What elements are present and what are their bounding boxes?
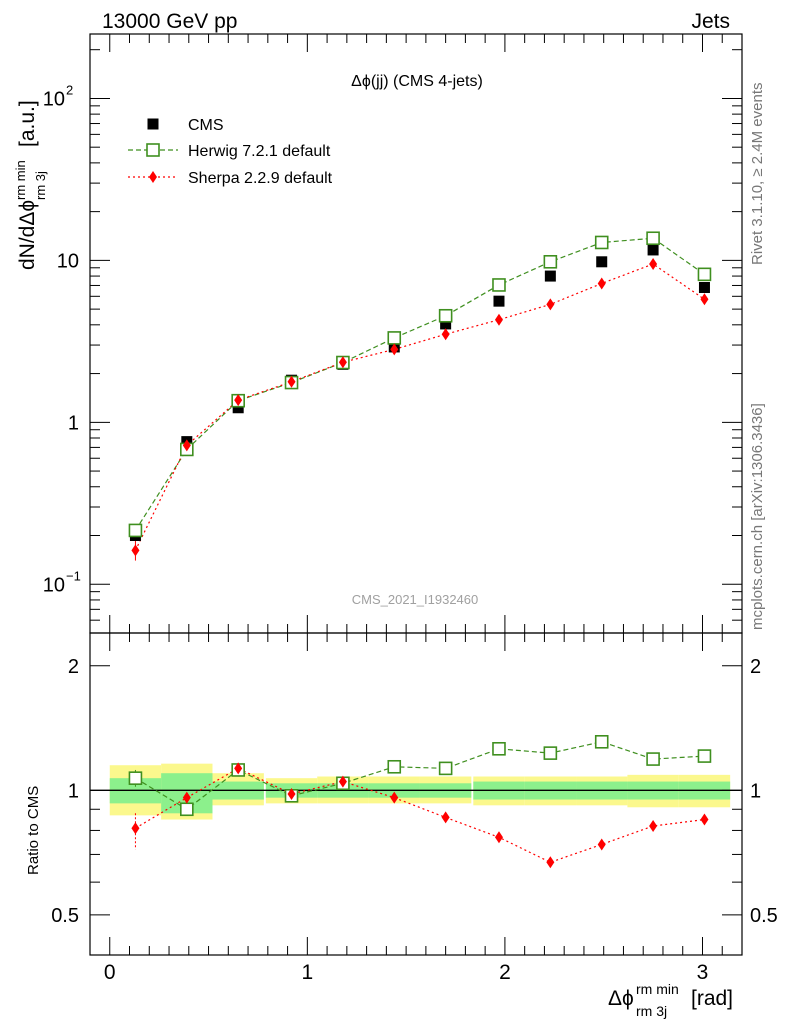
ratio-herwig-point bbox=[128, 771, 143, 785]
sherpa-point bbox=[494, 313, 503, 326]
plot-title: Δϕ(jj) (CMS 4-jets) bbox=[351, 73, 483, 90]
xlabel: Δϕ rm min rm 3j [rad] bbox=[608, 981, 733, 1019]
sherpa-point bbox=[287, 375, 296, 388]
main-ylabel-unit: [a.u.] bbox=[16, 100, 39, 147]
legend: CMS Herwig 7.2.1 default Sherpa 2.2.9 defa… bbox=[128, 117, 333, 187]
sherpa-line bbox=[134, 263, 705, 551]
ratio-sherpa-point bbox=[131, 822, 140, 835]
ratio-sherpa-point bbox=[597, 838, 606, 851]
legend-label-cms: CMS bbox=[188, 117, 224, 134]
x-tick-label: 2 bbox=[499, 961, 511, 984]
sherpa-point bbox=[338, 356, 347, 369]
herwig-point bbox=[543, 254, 558, 269]
source-label: mcplots.cern.ch [arXiv:1306.3436] bbox=[749, 403, 766, 630]
sherpa-point bbox=[131, 544, 140, 557]
analysis-id: CMS_2021_I1932460 bbox=[352, 592, 479, 607]
sherpa-point bbox=[390, 343, 399, 356]
herwig-line bbox=[134, 237, 705, 531]
main-plot-area bbox=[128, 231, 712, 561]
cms-point bbox=[596, 256, 608, 268]
ratio-herwig-point bbox=[594, 735, 609, 749]
xlabel-text: Δϕ bbox=[608, 987, 634, 1010]
sherpa-point bbox=[546, 298, 555, 311]
sherpa-point bbox=[700, 293, 709, 306]
herwig-point bbox=[697, 267, 712, 282]
herwig-point bbox=[438, 308, 453, 323]
ratio-sherpa-point bbox=[338, 775, 347, 788]
ratio-sherpa-point bbox=[287, 787, 296, 800]
ratio-sherpa-point bbox=[390, 791, 399, 804]
ratio-y-tick-label-right: 0.5 bbox=[750, 905, 778, 927]
ratio-sherpa-point bbox=[441, 811, 450, 824]
ratio-herwig-point bbox=[543, 746, 558, 760]
sherpa-point bbox=[441, 328, 450, 341]
y-tick-label: 10 bbox=[43, 574, 65, 596]
x-tick-label: 0 bbox=[104, 961, 116, 984]
ratio-sherpa-point bbox=[494, 831, 503, 844]
sherpa-point bbox=[649, 257, 658, 270]
ratio-sherpa-point bbox=[182, 791, 191, 804]
ratio-plot-area bbox=[90, 735, 742, 869]
xlabel-sub: rm 3j bbox=[636, 1003, 667, 1019]
legend-sherpa-marker bbox=[149, 171, 157, 183]
ratio-panel: 0 1 2 3 0.5 0.5 1 1 2 2 bbox=[51, 632, 778, 984]
ratio-sherpa-point bbox=[234, 762, 243, 775]
energy-label: 13000 GeV pp bbox=[102, 10, 237, 33]
ratio-y-tick-label: 1 bbox=[68, 780, 79, 802]
y-tick-label-exp: 2 bbox=[66, 82, 73, 97]
legend-herwig-marker bbox=[146, 143, 160, 157]
ratio-herwig-point bbox=[492, 741, 506, 756]
ratio-y-tick-label-right: 1 bbox=[750, 780, 761, 802]
cms-point bbox=[647, 244, 659, 256]
ratio-sherpa-point bbox=[649, 819, 658, 832]
y-tick-label: 10 bbox=[43, 88, 65, 110]
ratio-herwig-point bbox=[697, 749, 712, 763]
sherpa-point bbox=[234, 394, 243, 407]
ratio-herwig-point bbox=[438, 761, 453, 776]
cms-point bbox=[440, 318, 452, 330]
cms-point bbox=[493, 295, 505, 307]
sherpa-point bbox=[597, 277, 606, 290]
sherpa-point bbox=[182, 439, 191, 452]
ratio-herwig-point bbox=[387, 759, 402, 774]
main-ylabel: dN/dΔϕ rm min rm 3j [a.u.] bbox=[13, 100, 48, 270]
main-ylabel-text: dN/dΔϕ bbox=[16, 200, 39, 270]
xlabel-sup: rm min bbox=[636, 981, 679, 997]
process-label: Jets bbox=[691, 10, 730, 33]
main-panel: Δϕ(jj) (CMS 4-jets) CMS_2021_I1932460 10… bbox=[43, 33, 743, 634]
herwig-point bbox=[594, 235, 609, 250]
ratio-y-tick-label: 0.5 bbox=[51, 905, 79, 927]
ratio-y-tick-label-right: 2 bbox=[750, 656, 761, 678]
cms-point bbox=[544, 270, 556, 282]
herwig-point bbox=[646, 231, 660, 246]
ratio-sherpa-point bbox=[700, 813, 709, 826]
y-tick-label-exp: −1 bbox=[66, 568, 81, 583]
legend-label-herwig: Herwig 7.2.1 default bbox=[188, 143, 331, 160]
rivet-label: Rivet 3.1.10, ≥ 2.4M events bbox=[749, 83, 766, 266]
cms-point bbox=[698, 282, 710, 294]
cms-point bbox=[232, 402, 244, 414]
ratio-sherpa-point bbox=[546, 856, 555, 869]
ratio-axis-ticks: 0 1 2 3 0.5 0.5 1 1 2 2 bbox=[51, 632, 778, 984]
ratio-y-tick-label: 2 bbox=[68, 656, 79, 678]
herwig-point bbox=[128, 523, 143, 538]
y-tick-label: 1 bbox=[68, 412, 79, 434]
herwig-point bbox=[492, 278, 506, 292]
herwig-point bbox=[387, 331, 402, 345]
legend-cms-marker bbox=[147, 118, 159, 130]
ratio-herwig-point bbox=[646, 752, 660, 766]
ratio-herwig-point bbox=[180, 802, 194, 817]
ratio-herwig-line bbox=[135, 741, 705, 810]
x-tick-label: 3 bbox=[697, 961, 709, 984]
y-tick-label: 10 bbox=[57, 250, 79, 272]
legend-label-sherpa: Sherpa 2.2.9 default bbox=[188, 170, 333, 187]
ratio-ylabel: Ratio to CMS bbox=[25, 786, 42, 875]
ratio-frame bbox=[89, 632, 743, 956]
main-ylabel-sub: rm 3j bbox=[33, 171, 48, 200]
xlabel-unit: [rad] bbox=[691, 987, 733, 1010]
main-ylabel-sup: rm min bbox=[13, 160, 28, 200]
x-tick-label: 1 bbox=[301, 961, 313, 984]
